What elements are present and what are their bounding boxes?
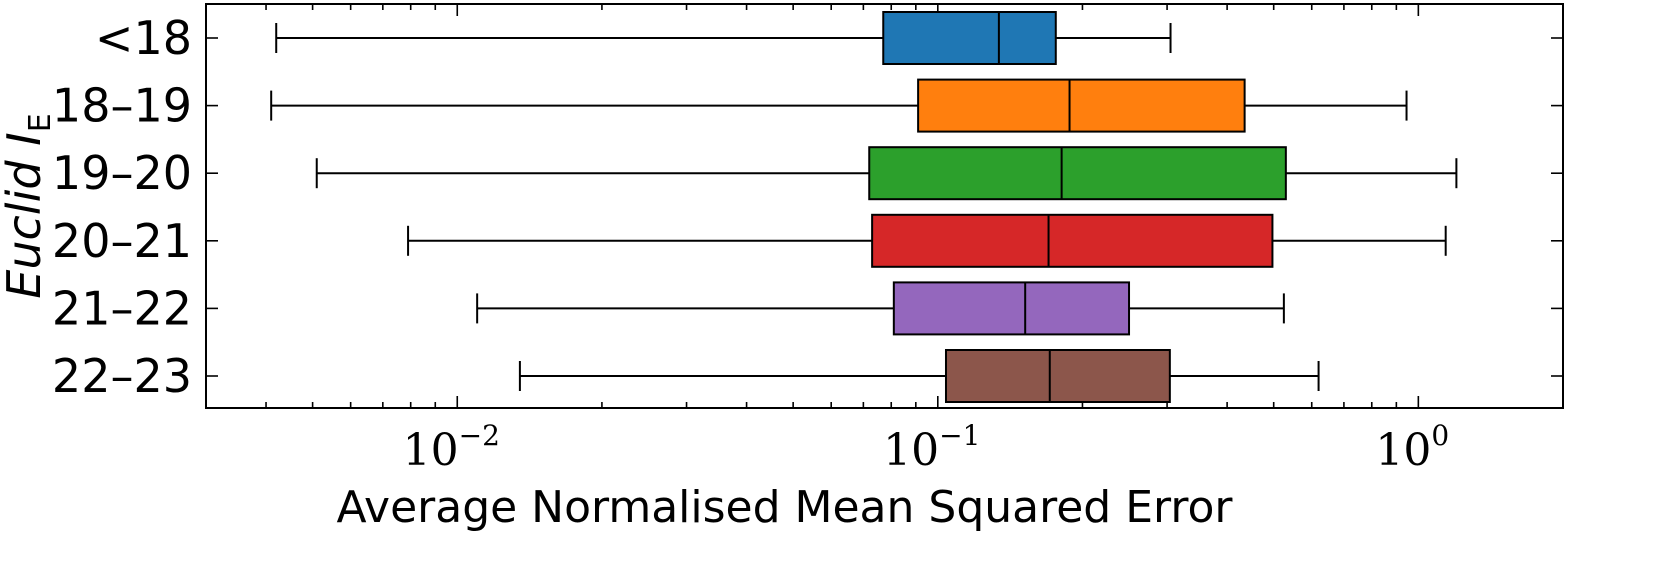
box-iqr: [882, 11, 1057, 65]
y-axis-label-subscript: E: [23, 113, 58, 132]
box-iqr: [868, 146, 1287, 201]
x-tick-label: 100: [1375, 419, 1449, 476]
x-tick-label: 10−1: [883, 419, 980, 476]
y-tick-label: 18–19: [52, 79, 192, 133]
x-axis-label: Average Normalised Mean Squared Error: [337, 482, 1234, 533]
box-iqr: [892, 281, 1131, 336]
box-2: 18–19: [52, 78, 1563, 133]
x-tick-label: 10−2: [403, 419, 500, 476]
x-tick-label-base: 10: [883, 425, 939, 476]
plot-frame: [205, 3, 1564, 409]
y-tick-label: <18: [95, 11, 192, 65]
box-4: 20–21: [52, 214, 1563, 268]
box-1: <18: [95, 11, 1563, 65]
x-tick-label-exponent: −2: [459, 419, 500, 452]
x-tick-label-exponent: −1: [939, 419, 980, 452]
y-axis-label: Euclid IE: [0, 113, 58, 298]
box-iqr: [871, 213, 1274, 268]
box-iqr: [944, 349, 1171, 403]
box-iqr: [917, 78, 1246, 133]
y-axis-label-text: Euclid IE: [0, 113, 58, 298]
box-6: 22–23: [52, 349, 1563, 403]
x-tick-label-base: 10: [1375, 425, 1431, 476]
x-tick-label-base: 10: [403, 425, 459, 476]
y-tick-label: 20–21: [52, 214, 192, 268]
box-5: 21–22: [52, 281, 1563, 336]
x-tick-label-exponent: 0: [1431, 419, 1449, 452]
y-tick-label: 22–23: [52, 349, 192, 403]
y-tick-label: 21–22: [52, 281, 192, 335]
box-3: 19–20: [52, 146, 1563, 201]
y-tick-label: 19–20: [52, 146, 192, 200]
